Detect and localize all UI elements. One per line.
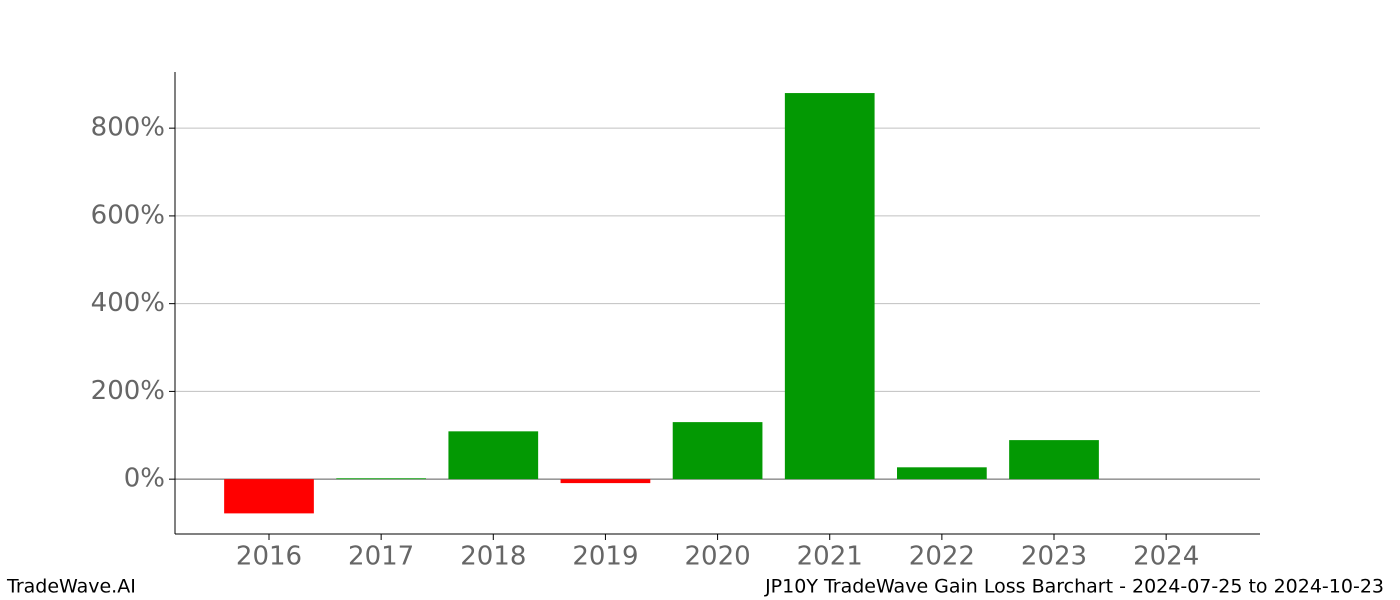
bar [336, 478, 427, 480]
footer-left: TradeWave.AI [6, 576, 136, 598]
x-tick-label: 2019 [572, 542, 638, 572]
bar [784, 93, 875, 480]
x-tick-label: 2023 [1021, 542, 1087, 572]
x-tick-label: 2018 [460, 542, 526, 572]
y-tick-label: 600% [91, 200, 165, 230]
x-tick-label: 2016 [236, 542, 302, 572]
bar [448, 431, 539, 480]
bar [672, 422, 763, 480]
x-tick-label: 2022 [909, 542, 975, 572]
x-tick-label: 2021 [797, 542, 863, 572]
x-tick-label: 2024 [1133, 542, 1199, 572]
bar [897, 467, 987, 480]
y-tick-label: 0% [124, 464, 165, 494]
y-tick-label: 200% [91, 376, 165, 406]
x-tick-label: 2020 [684, 542, 750, 572]
y-tick-label: 800% [91, 113, 165, 143]
footer-right: JP10Y TradeWave Gain Loss Barchart - 202… [764, 576, 1384, 598]
bar [1009, 440, 1099, 480]
x-tick-label: 2017 [348, 542, 414, 572]
bar [560, 479, 651, 484]
y-tick-label: 400% [91, 288, 165, 318]
bar [224, 479, 314, 514]
